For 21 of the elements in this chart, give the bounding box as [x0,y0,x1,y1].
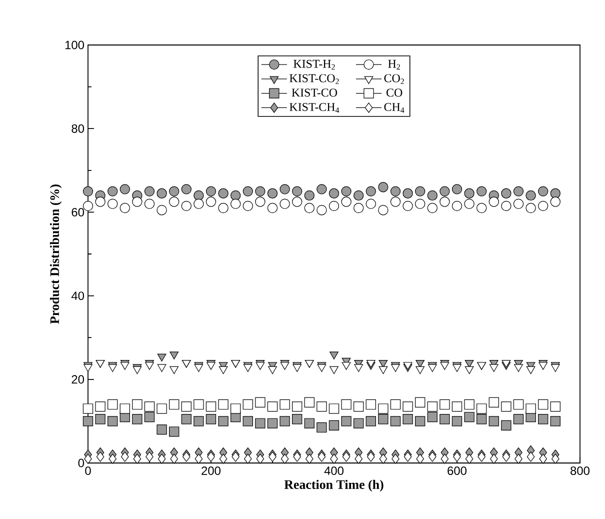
legend-label: CH$_{4}$ [384,102,404,113]
y-tick-label: 20 [72,375,84,384]
y-tick-label: 100 [65,40,84,50]
y-tick-label: 80 [72,124,84,133]
legend-label: KIST-CO$_{2}$ [290,74,339,84]
legend-label: CO [386,88,402,97]
legend-label: H$_{2}$ [388,60,400,70]
x-tick-label: 400 [324,466,344,475]
y-tick-label: 60 [72,208,84,216]
x-tick-label: 800 [570,466,590,475]
legend-label: KIST-CO [292,88,338,97]
x-axis-title: Reaction Time (h) [284,480,384,492]
y-tick-label: 0 [78,458,84,468]
y-tick-label: 40 [71,292,84,300]
x-tick-label: 200 [202,466,221,475]
legend-label: KIST-H$_{2}$ [294,60,335,70]
x-tick-label: 600 [448,466,467,475]
y-axis-title: Product Distribution (%) [50,184,62,324]
legend-label: CO$_{2}$ [384,74,404,84]
legend-label: KIST-CH$_{4}$ [290,102,340,113]
x-tick-label: 0 [85,466,91,475]
